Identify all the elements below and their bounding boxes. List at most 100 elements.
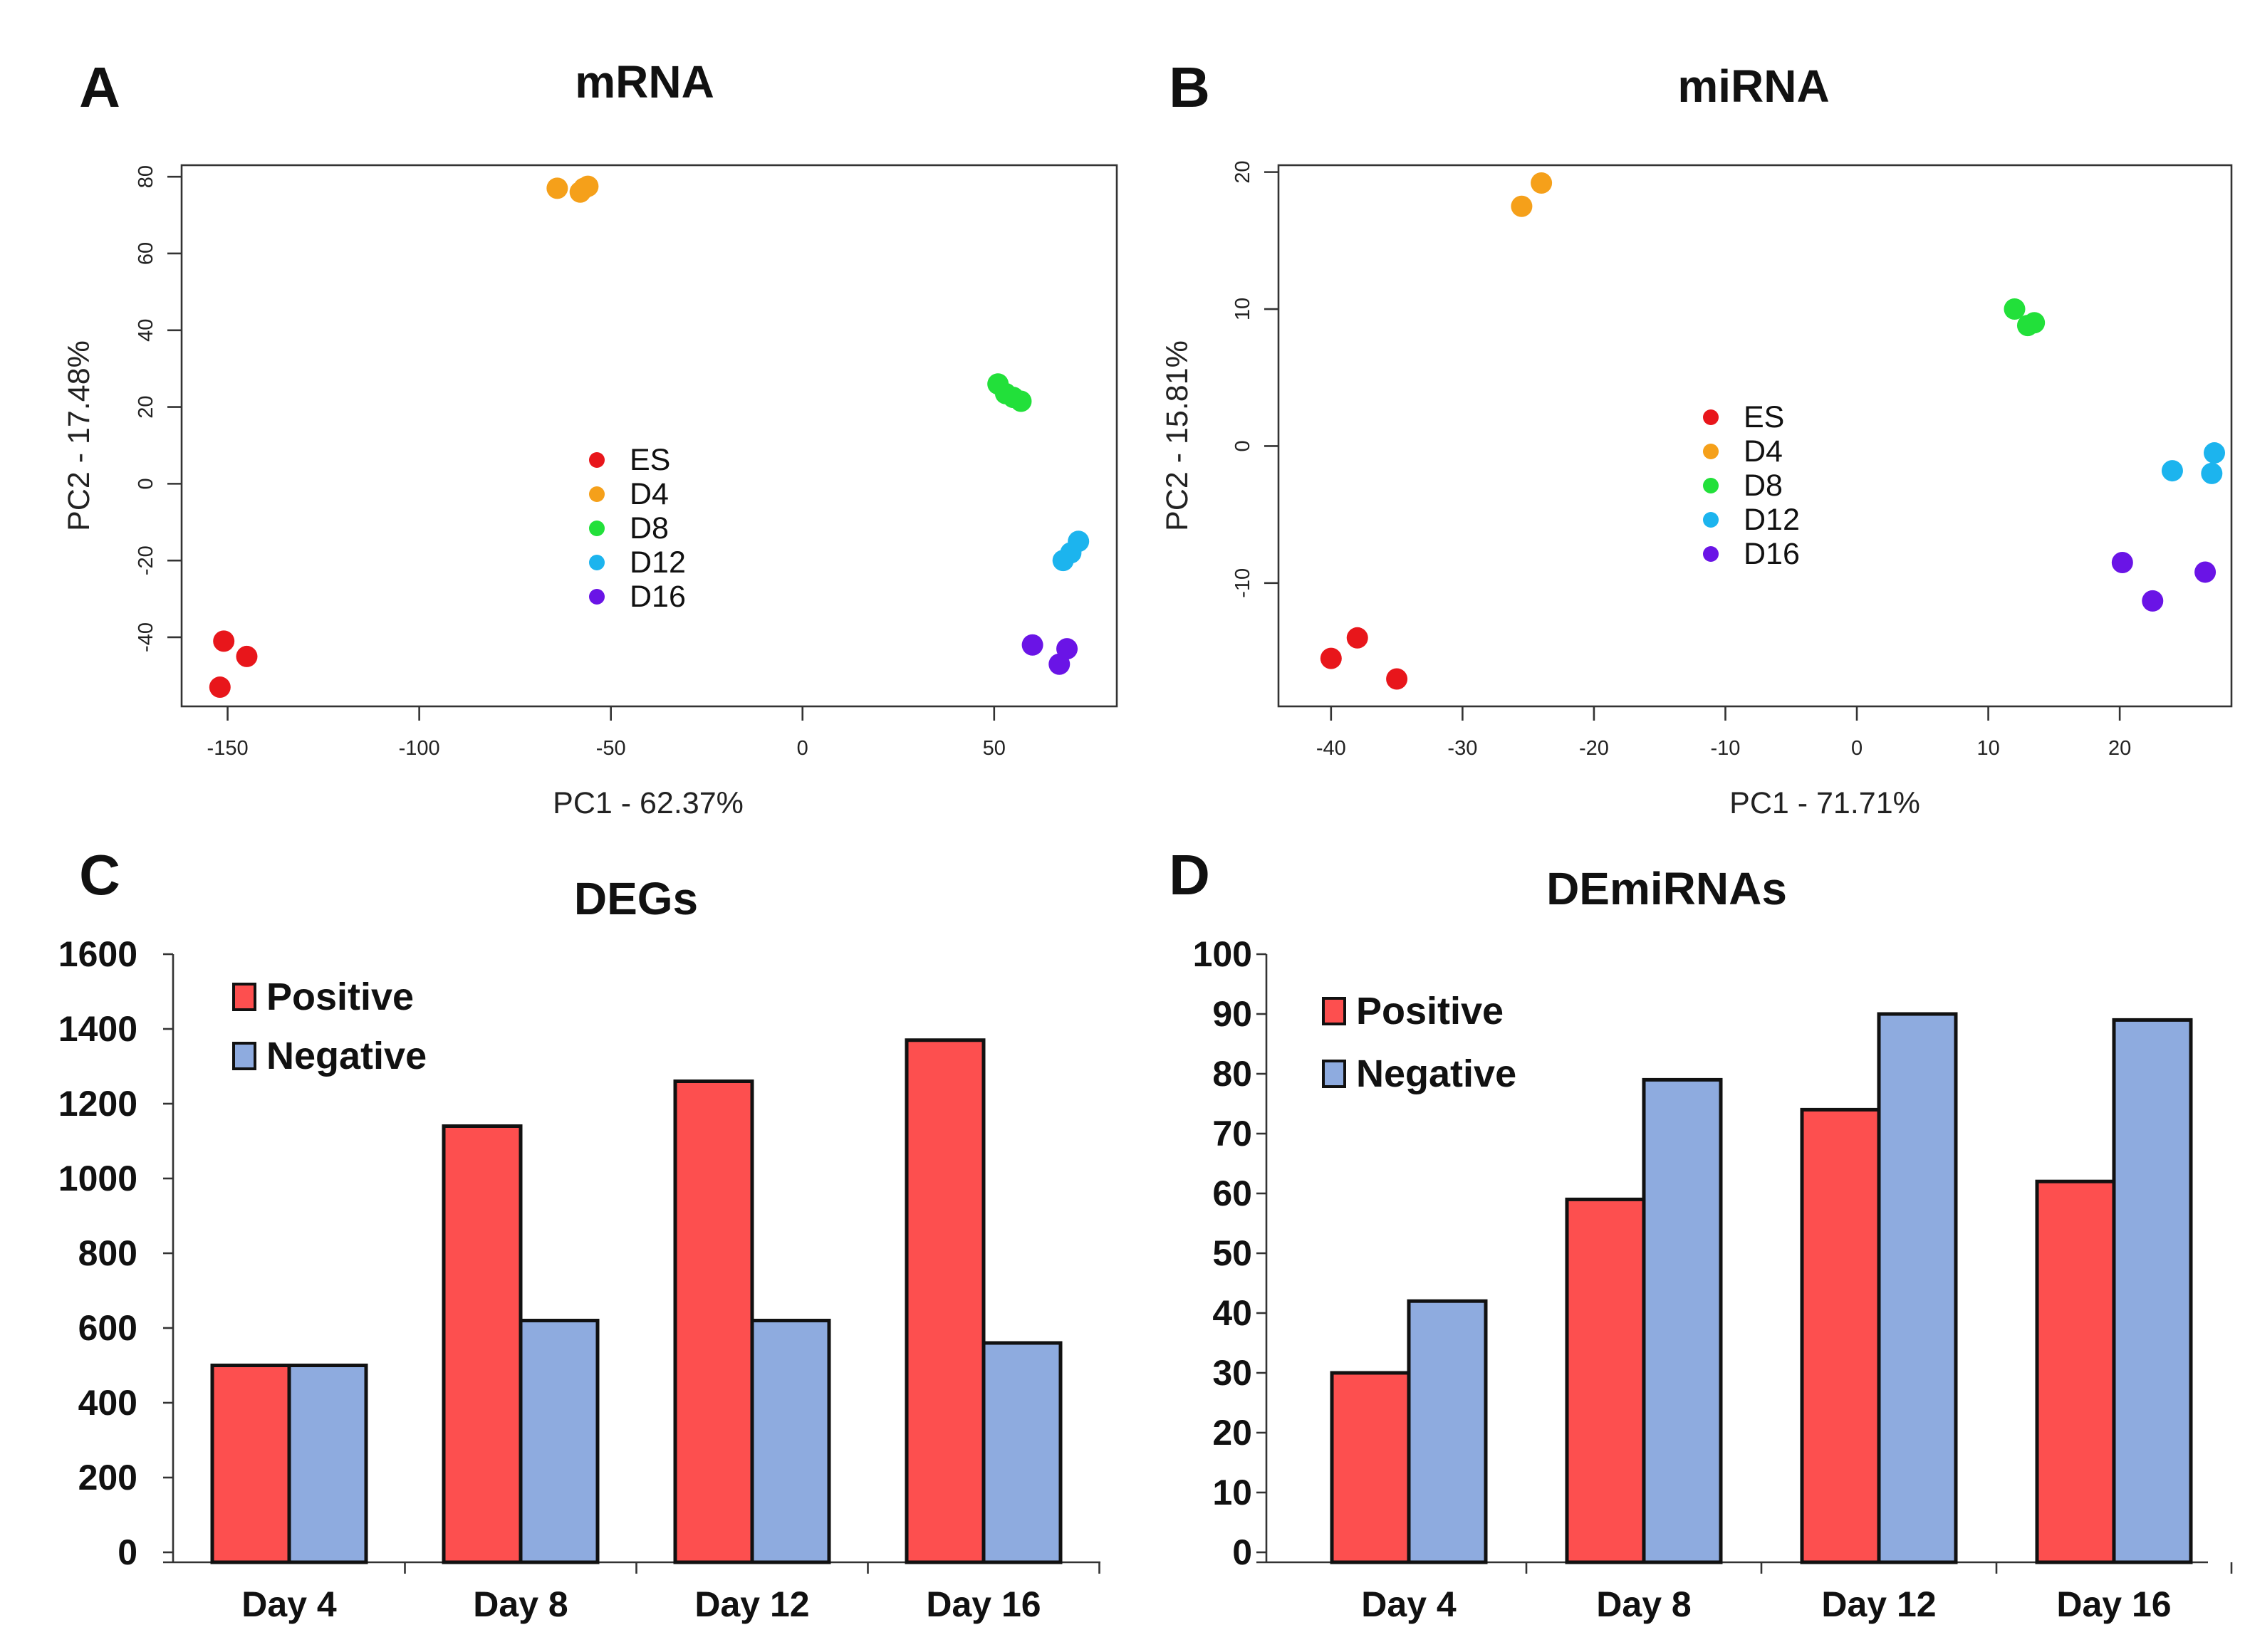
y-tick-label: 20	[1231, 160, 1254, 183]
x-tick-label: 0	[1851, 737, 1863, 760]
bar-positive	[673, 1079, 754, 1564]
point-d16	[1056, 638, 1078, 660]
x-tick-label: 20	[2108, 737, 2131, 760]
y-tick-label: -40	[135, 622, 157, 652]
bar-positive	[1800, 1107, 1881, 1564]
panel-d: D DEmiRNAs 0 10 20 30 40 50 60 70 80 90 100 Day 4 Day …	[1169, 843, 2233, 1624]
bar-negative	[750, 1319, 831, 1564]
legend-label-d8: D8	[630, 511, 669, 545]
bar-positive	[1565, 1197, 1646, 1564]
point-d16	[1021, 634, 1043, 656]
x-tick-label: -40	[1316, 737, 1346, 760]
point-es	[1346, 627, 1368, 649]
legend-marker-d16	[589, 589, 605, 605]
legend-label-positive: Positive	[1356, 990, 1504, 1032]
plot-frame	[180, 164, 1118, 708]
y-tick-label: 1000	[58, 1159, 137, 1198]
legend-marker-d16	[1703, 546, 1719, 562]
legend-label-d16: D16	[630, 580, 686, 614]
point-d12	[2201, 462, 2223, 484]
x-tick-label: -20	[1579, 737, 1609, 760]
y-tick-label: 200	[78, 1458, 137, 1497]
y-tick-label: 1200	[58, 1084, 137, 1124]
bar-negative	[287, 1364, 368, 1564]
y-tick-label: 10	[1212, 1473, 1252, 1512]
point-d12	[2161, 460, 2183, 482]
point-d8	[2023, 312, 2046, 334]
y-tick-label: 60	[1212, 1173, 1252, 1213]
legend-marker-es	[589, 452, 605, 468]
point-es	[1320, 647, 1342, 669]
y-tick-label: 40	[135, 319, 157, 342]
point-d4	[573, 177, 595, 199]
y-tick-label: 60	[135, 242, 157, 265]
bar-positive	[1330, 1371, 1411, 1564]
bar-negative	[1877, 1012, 1958, 1564]
legend-label-negative: Negative	[266, 1035, 427, 1077]
bar-negative	[519, 1319, 600, 1564]
y-tick-label: 0	[135, 478, 157, 489]
x-axis-label: PC1 - 62.37%	[553, 786, 744, 820]
legend-marker-negative	[232, 1042, 256, 1070]
plot-frame	[1277, 164, 2233, 708]
chart-title: mRNA	[575, 56, 714, 108]
legend-marker-d4	[589, 486, 605, 502]
x-axis-label: PC1 - 71.71%	[1729, 786, 1920, 820]
y-tick-label: -10	[1231, 568, 1254, 598]
y-tick-label: 600	[78, 1308, 137, 1348]
legend-marker-positive	[1322, 997, 1346, 1025]
legend-label-d16: D16	[1744, 537, 1800, 571]
y-tick-label: 50	[1212, 1233, 1252, 1273]
x-tick-label: -50	[596, 737, 626, 760]
bar-positive	[2035, 1179, 2116, 1564]
chart-title: DEGs	[574, 873, 698, 924]
legend-marker-d12	[1703, 512, 1719, 528]
point-es	[209, 676, 231, 699]
x-tick-label: Day 8	[473, 1584, 568, 1624]
y-tick-label: 0	[118, 1532, 137, 1572]
x-tick-label: Day 4	[241, 1584, 337, 1624]
y-tick-label: 10	[1231, 298, 1254, 320]
point-d4	[546, 177, 568, 199]
panel-c: C DEGs 0 200 400 600 800 1000 1200 1400 1600 Day 4 D…	[58, 843, 1100, 1624]
bar-negative	[2112, 1018, 2193, 1564]
y-tick-label: 0	[1232, 1532, 1252, 1572]
legend-label-d12: D12	[630, 545, 686, 580]
y-tick-label: 20	[135, 395, 157, 418]
y-axis-label: PC2 - 15.81%	[1160, 340, 1194, 531]
legend-marker-positive	[232, 983, 256, 1011]
x-tick-label: -150	[207, 737, 249, 760]
y-tick-label: 40	[1212, 1293, 1252, 1333]
point-d16	[2142, 590, 2164, 612]
point-es	[236, 645, 258, 667]
panel-letter: B	[1169, 56, 1210, 119]
legend-label-negative: Negative	[1356, 1052, 1516, 1095]
x-tick-label: Day 8	[1596, 1584, 1691, 1624]
bar-positive	[442, 1124, 523, 1564]
y-tick-label: 800	[78, 1233, 137, 1273]
legend-label-es: ES	[1744, 400, 1784, 434]
point-d16	[2111, 551, 2133, 573]
x-tick-label: -30	[1447, 737, 1477, 760]
y-tick-label: 90	[1212, 994, 1252, 1034]
chart-title: miRNA	[1677, 61, 1829, 112]
legend-label-d8: D8	[1744, 469, 1783, 503]
panel-letter: D	[1169, 843, 1210, 906]
x-tick-label: Day 16	[2056, 1584, 2171, 1624]
y-tick-label: 0	[1231, 440, 1254, 451]
bar-negative	[1407, 1299, 1488, 1564]
point-d12	[2204, 442, 2226, 464]
y-tick-label: 100	[1193, 934, 1252, 974]
legend-label-d12: D12	[1744, 503, 1800, 537]
panel-letter: C	[79, 843, 120, 906]
x-tick-label: -10	[1711, 737, 1741, 760]
point-d4	[1531, 172, 1553, 194]
legend-marker-d8	[1703, 478, 1719, 493]
x-tick-label: Day 16	[926, 1584, 1041, 1624]
x-tick-label: -100	[399, 737, 440, 760]
y-tick-label: 1400	[58, 1009, 137, 1049]
y-tick-label: 80	[1212, 1054, 1252, 1094]
point-d4	[1511, 195, 1533, 217]
x-tick-label: 10	[1976, 737, 1999, 760]
